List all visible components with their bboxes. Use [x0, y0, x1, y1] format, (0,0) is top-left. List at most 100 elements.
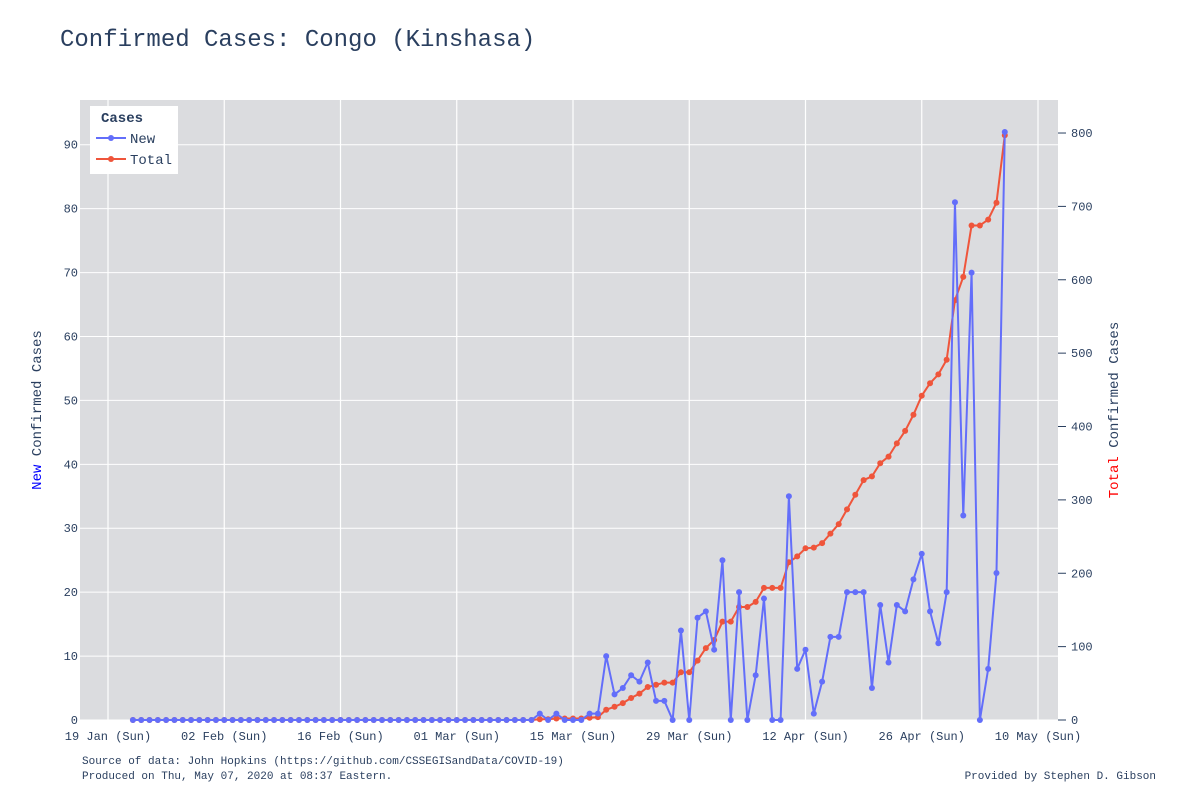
- data-point-new[interactable]: [727, 717, 734, 723]
- data-point-total[interactable]: [976, 222, 983, 229]
- data-point-total[interactable]: [636, 690, 643, 697]
- data-point-new[interactable]: [777, 717, 784, 723]
- data-point-new[interactable]: [628, 672, 635, 679]
- data-point-new[interactable]: [129, 717, 136, 723]
- data-point-new[interactable]: [486, 717, 493, 723]
- data-point-new[interactable]: [412, 717, 419, 723]
- data-point-new[interactable]: [835, 633, 842, 640]
- legend-item-new[interactable]: New: [130, 132, 156, 148]
- data-point-new[interactable]: [212, 717, 219, 723]
- data-point-total[interactable]: [935, 371, 942, 378]
- data-point-new[interactable]: [553, 710, 560, 717]
- data-point-total[interactable]: [802, 545, 809, 552]
- data-point-new[interactable]: [520, 717, 527, 723]
- data-point-total[interactable]: [985, 216, 992, 223]
- data-point-total[interactable]: [902, 427, 909, 434]
- data-point-new[interactable]: [561, 717, 568, 723]
- data-point-new[interactable]: [237, 717, 244, 723]
- data-point-total[interactable]: [653, 681, 660, 688]
- data-point-new[interactable]: [354, 717, 361, 723]
- data-point-new[interactable]: [320, 717, 327, 723]
- data-point-total[interactable]: [603, 706, 610, 713]
- data-point-new[interactable]: [985, 665, 992, 672]
- data-point-total[interactable]: [536, 716, 543, 723]
- data-point-total[interactable]: [877, 460, 884, 467]
- data-point-new[interactable]: [976, 717, 983, 723]
- data-point-new[interactable]: [420, 717, 427, 723]
- data-point-new[interactable]: [844, 589, 851, 596]
- data-point-total[interactable]: [702, 645, 709, 652]
- data-point-total[interactable]: [719, 618, 726, 625]
- data-point-total[interactable]: [868, 473, 875, 480]
- data-point-new[interactable]: [711, 646, 718, 653]
- data-point-new[interactable]: [179, 717, 186, 723]
- legend-item-total[interactable]: Total: [130, 153, 172, 169]
- data-point-total[interactable]: [644, 683, 651, 690]
- data-point-new[interactable]: [694, 614, 701, 621]
- data-point-new[interactable]: [470, 717, 477, 723]
- data-point-total[interactable]: [677, 669, 684, 676]
- data-point-new[interactable]: [163, 717, 170, 723]
- data-point-new[interactable]: [337, 717, 344, 723]
- data-point-new[interactable]: [536, 710, 543, 717]
- data-point-new[interactable]: [669, 717, 676, 723]
- data-point-new[interactable]: [885, 659, 892, 666]
- data-point-new[interactable]: [304, 717, 311, 723]
- data-point-new[interactable]: [993, 569, 1000, 576]
- data-point-new[interactable]: [852, 589, 859, 596]
- data-point-new[interactable]: [503, 717, 510, 723]
- data-point-total[interactable]: [835, 521, 842, 528]
- data-point-new[interactable]: [345, 717, 352, 723]
- data-point-new[interactable]: [677, 627, 684, 634]
- data-point-new[interactable]: [752, 672, 759, 679]
- data-point-new[interactable]: [927, 608, 934, 615]
- data-point-new[interactable]: [794, 665, 801, 672]
- data-point-total[interactable]: [769, 584, 776, 591]
- data-point-new[interactable]: [478, 717, 485, 723]
- data-point-new[interactable]: [254, 717, 261, 723]
- data-point-new[interactable]: [362, 717, 369, 723]
- data-point-total[interactable]: [794, 553, 801, 560]
- data-point-total[interactable]: [993, 199, 1000, 206]
- data-point-total[interactable]: [611, 703, 618, 710]
- data-point-new[interactable]: [827, 633, 834, 640]
- data-point-new[interactable]: [379, 717, 386, 723]
- data-point-new[interactable]: [918, 550, 925, 557]
- data-point-new[interactable]: [860, 589, 867, 596]
- data-point-new[interactable]: [760, 595, 767, 602]
- data-point-new[interactable]: [196, 717, 203, 723]
- data-point-total[interactable]: [760, 584, 767, 591]
- data-point-total[interactable]: [827, 530, 834, 537]
- data-point-new[interactable]: [686, 717, 693, 723]
- data-point-new[interactable]: [511, 717, 518, 723]
- data-point-new[interactable]: [943, 589, 950, 596]
- data-point-new[interactable]: [661, 697, 668, 704]
- data-point-new[interactable]: [428, 717, 435, 723]
- data-point-new[interactable]: [146, 717, 153, 723]
- data-point-total[interactable]: [752, 598, 759, 605]
- data-point-new[interactable]: [1001, 128, 1008, 135]
- data-point-new[interactable]: [810, 710, 817, 717]
- data-point-total[interactable]: [893, 440, 900, 447]
- data-point-total[interactable]: [943, 356, 950, 363]
- data-point-new[interactable]: [154, 717, 161, 723]
- data-point-new[interactable]: [271, 717, 278, 723]
- data-point-new[interactable]: [603, 653, 610, 660]
- data-point-total[interactable]: [910, 411, 917, 418]
- data-point-total[interactable]: [777, 584, 784, 591]
- data-point-new[interactable]: [785, 493, 792, 500]
- data-point-new[interactable]: [279, 717, 286, 723]
- data-point-new[interactable]: [312, 717, 319, 723]
- data-point-total[interactable]: [661, 679, 668, 686]
- data-point-total[interactable]: [744, 604, 751, 611]
- data-point-new[interactable]: [893, 601, 900, 608]
- data-point-new[interactable]: [744, 717, 751, 723]
- data-point-new[interactable]: [968, 269, 975, 276]
- data-point-total[interactable]: [819, 540, 826, 547]
- data-point-new[interactable]: [802, 646, 809, 653]
- data-point-total[interactable]: [694, 657, 701, 664]
- data-point-total[interactable]: [553, 715, 560, 722]
- data-point-total[interactable]: [918, 392, 925, 399]
- data-point-new[interactable]: [611, 691, 618, 698]
- data-point-new[interactable]: [877, 601, 884, 608]
